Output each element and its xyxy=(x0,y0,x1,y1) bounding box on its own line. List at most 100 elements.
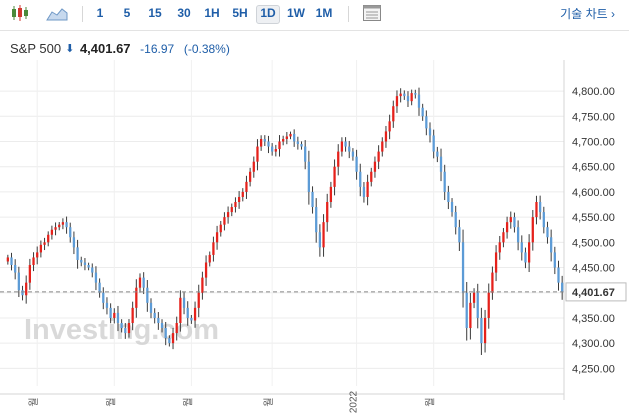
area-chart-icon[interactable] xyxy=(46,4,68,22)
candle-body xyxy=(432,135,435,152)
candle-body xyxy=(131,307,134,323)
price-axis: 4,250.004,300.004,350.004,400.004,450.00… xyxy=(563,60,615,400)
candle-body xyxy=(527,242,531,263)
candle-body xyxy=(127,322,131,334)
candle-body xyxy=(304,146,307,162)
candle-body xyxy=(83,262,87,266)
data-table-icon[interactable] xyxy=(362,4,382,22)
candle-body xyxy=(315,207,318,233)
y-tick-label: 4,250.00 xyxy=(572,363,615,375)
candle-body xyxy=(256,146,259,162)
candle-body xyxy=(454,212,457,228)
candle-body xyxy=(135,287,138,308)
candle-body xyxy=(212,242,215,255)
chart-toolbar: 1 5 15 30 1H 5H 1D 1W 1M 기술 차트 › xyxy=(0,0,629,28)
timeframe-1-button[interactable]: 1 xyxy=(96,6,104,20)
candle-body xyxy=(362,186,366,197)
candle-body xyxy=(348,146,351,152)
timeframe-5-button[interactable]: 5 xyxy=(123,6,131,20)
candle-body xyxy=(50,229,54,235)
candle-body xyxy=(388,121,391,132)
candle-body xyxy=(186,307,189,318)
candle-body xyxy=(428,128,432,136)
y-tick-label: 4,450.00 xyxy=(572,263,615,275)
candle-body xyxy=(285,136,288,139)
candle-body xyxy=(146,287,149,303)
technical-chart-link[interactable]: 기술 차트 › xyxy=(560,7,615,21)
date-axis: 월 월 월 월 2022 월 xyxy=(0,390,564,413)
candle-body xyxy=(344,141,347,147)
candle-body xyxy=(539,201,542,213)
candle-body xyxy=(219,224,222,233)
timeframe-1h-button[interactable]: 1H xyxy=(204,6,220,20)
candle-body xyxy=(197,292,200,308)
candle-body xyxy=(370,171,373,182)
candle-body xyxy=(491,272,494,293)
candle-body xyxy=(25,282,28,296)
x-tick-label: 2022 xyxy=(349,390,360,413)
candle-body xyxy=(520,242,523,253)
candle-body xyxy=(245,181,248,192)
candle-body xyxy=(366,181,369,197)
candle-body xyxy=(248,171,252,182)
candle-body xyxy=(138,277,142,288)
candle-body xyxy=(443,171,446,192)
candle-body xyxy=(6,257,9,262)
candle-body xyxy=(87,265,90,268)
candle-body xyxy=(263,138,266,142)
timeframe-1w-button[interactable]: 1W xyxy=(287,6,305,20)
price-change: -16.97 xyxy=(140,41,175,56)
candle-body xyxy=(483,317,487,344)
candle-body xyxy=(43,242,46,245)
quote-header: S&P 500 ⬇ 4,401.67 -16.97 (-0.38%) xyxy=(10,40,230,58)
candle-body xyxy=(237,196,241,202)
candle-body xyxy=(307,161,310,192)
timeframe-5h-button[interactable]: 5H xyxy=(232,6,248,20)
candle-body xyxy=(381,141,384,152)
candle-body xyxy=(355,156,358,172)
candle-body xyxy=(72,237,76,248)
candle-body xyxy=(421,107,424,117)
candle-body xyxy=(193,307,197,321)
toolbar-divider xyxy=(0,30,629,31)
candle-body xyxy=(513,217,516,228)
candle-body xyxy=(476,292,479,318)
candle-body xyxy=(494,252,498,273)
candle-body xyxy=(160,322,164,329)
y-tick-label: 4,600.00 xyxy=(572,187,615,199)
candlestick-chart[interactable]: Investing.com 4,250.004,300.004,350.004,… xyxy=(0,60,629,420)
timeframe-1m-button[interactable]: 1M xyxy=(315,6,333,20)
candle-series xyxy=(6,87,564,355)
candle-body xyxy=(293,133,296,142)
candle-body xyxy=(502,232,505,243)
candle-body xyxy=(109,307,112,318)
candle-body xyxy=(116,312,120,323)
candle-body xyxy=(465,292,468,329)
y-tick-label: 4,550.00 xyxy=(572,212,615,224)
candle-body xyxy=(271,146,274,152)
candle-body xyxy=(337,151,340,167)
price-change-percent: (-0.38%) xyxy=(183,41,230,56)
candle-body xyxy=(54,227,57,230)
candle-body xyxy=(516,227,520,243)
candle-body xyxy=(91,267,94,273)
timeframe-30-button[interactable]: 30 xyxy=(177,6,191,20)
candlestick-icon[interactable] xyxy=(10,4,30,22)
candle-body xyxy=(425,116,428,129)
candle-body xyxy=(296,141,299,145)
timeframe-1d-button[interactable]: 1D xyxy=(256,5,280,24)
candle-body xyxy=(469,302,472,329)
candle-body xyxy=(498,242,501,253)
candle-body xyxy=(21,290,24,296)
candle-body xyxy=(76,247,79,260)
candle-body xyxy=(505,222,509,233)
candle-body xyxy=(80,259,83,263)
candle-body xyxy=(168,338,171,344)
candle-body xyxy=(17,272,20,291)
candle-body xyxy=(157,317,160,323)
candle-body xyxy=(164,328,167,339)
candle-body xyxy=(274,149,277,152)
timeframe-15-button[interactable]: 15 xyxy=(148,6,162,20)
candle-body xyxy=(171,333,175,344)
candle-body xyxy=(436,151,439,157)
